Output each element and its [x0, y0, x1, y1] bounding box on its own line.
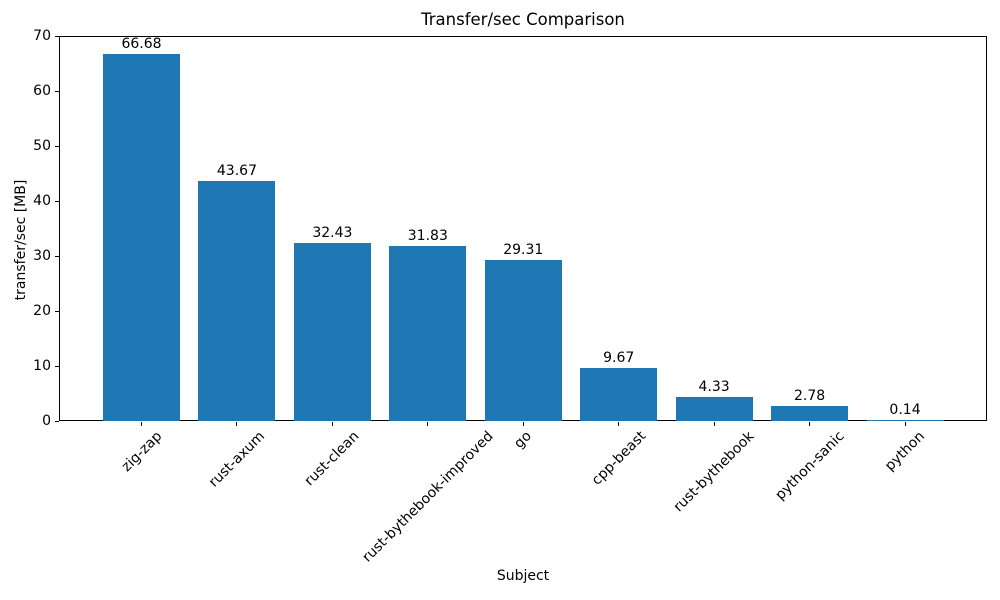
x-tick [713, 422, 715, 426]
x-tick [904, 422, 906, 426]
bar [484, 260, 562, 421]
x-tick-label: python [882, 428, 928, 475]
chart-title: Transfer/sec Comparison [421, 10, 625, 29]
bar-value-label: 0.14 [889, 402, 921, 418]
x-axis-label: Subject [496, 568, 550, 584]
bar-value-label: 31.83 [407, 228, 448, 244]
x-tick-label: rust-bythebook [670, 428, 758, 516]
y-tick [55, 145, 59, 147]
x-tick-label: zig-zap [118, 428, 165, 475]
bar [866, 420, 944, 421]
x-tick-label: python-sanic [771, 428, 848, 504]
y-tick-label: 20 [33, 303, 51, 319]
bar [580, 368, 658, 421]
bar [389, 246, 467, 421]
bar-value-label: 32.43 [312, 225, 353, 241]
y-tick [55, 310, 59, 312]
bar [771, 406, 849, 421]
x-tick-label: rust-bythebook-improved [359, 428, 497, 566]
y-tick-label: 40 [33, 193, 51, 209]
bar [675, 397, 753, 421]
y-tick [55, 420, 59, 422]
x-tick [141, 422, 142, 426]
bar-value-label: 29.31 [503, 242, 544, 258]
x-tick-label: go [511, 428, 536, 452]
x-tick [331, 422, 333, 426]
y-tick [55, 35, 59, 37]
y-tick-label: 10 [33, 358, 51, 374]
x-tick-label: rust-axum [205, 428, 268, 491]
y-tick [55, 365, 59, 367]
y-tick-label: 70 [33, 28, 51, 44]
bar [103, 54, 180, 421]
y-tick-label: 60 [33, 83, 51, 99]
bar-value-label: 66.68 [121, 36, 162, 52]
y-tick-label: 30 [33, 248, 51, 264]
x-tick [809, 422, 811, 426]
x-tick [236, 422, 238, 426]
x-tick-label: cpp-beast [588, 428, 649, 489]
y-tick-label: 50 [33, 138, 51, 154]
y-tick-label: 0 [42, 413, 51, 429]
bar-value-label: 43.67 [216, 163, 257, 179]
x-tick [427, 422, 429, 426]
x-tick [618, 422, 620, 426]
y-tick [55, 200, 59, 202]
y-tick [55, 255, 59, 257]
bar [293, 243, 371, 421]
bar-value-label: 2.78 [793, 388, 826, 404]
bar-value-label: 4.33 [698, 379, 730, 395]
bar-value-label: 9.67 [603, 350, 635, 366]
x-tick-label: rust-clean [301, 428, 363, 490]
bar [198, 181, 276, 421]
x-tick [522, 422, 524, 426]
y-tick [55, 90, 59, 92]
